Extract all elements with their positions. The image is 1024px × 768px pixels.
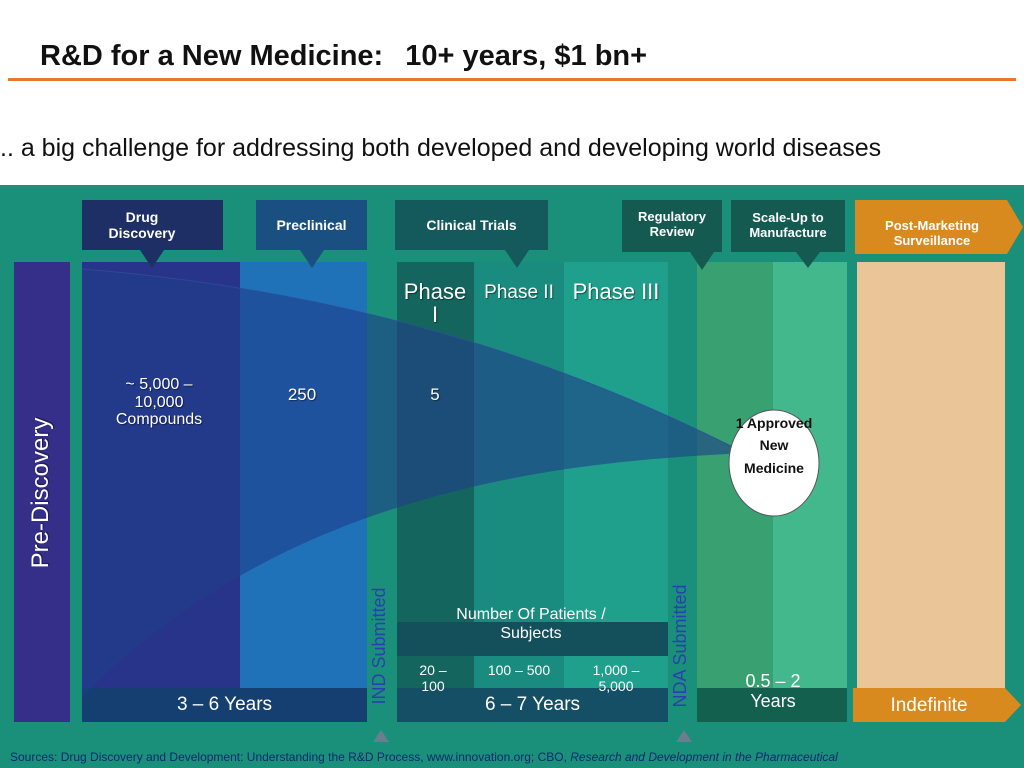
clinical-duration: 6 – 7 Years (484, 694, 581, 715)
phase2-label: Phase II (484, 282, 554, 303)
sources-plain: Sources: Drug Discovery and Development:… (10, 750, 571, 764)
footer-bar (0, 744, 1024, 768)
clinical-trials-header: Clinical Trials (426, 216, 517, 233)
scale-up-header-shape (731, 200, 845, 268)
approved-medicine-label: 1 Approved New Medicine (735, 415, 813, 476)
phase3-label: Phase III (572, 279, 660, 304)
drug-discovery-header-shape (82, 200, 223, 268)
title-part1: R&D for a New Medicine: (40, 40, 384, 72)
nda-marker-icon (676, 730, 692, 742)
patients-label: Number Of Patients / Subjects (456, 606, 606, 643)
phase1-label: Phase I (403, 279, 467, 328)
regulatory-header: Regulatory Review (638, 209, 706, 239)
regulatory-header-shape (622, 200, 722, 270)
clinical-duration-bar (397, 688, 668, 722)
ind-marker-icon (373, 730, 389, 742)
regulatory-duration-bar (697, 688, 847, 722)
preclinical-header: Preclinical (276, 216, 347, 233)
post-duration-arrow (853, 688, 1021, 722)
discovery-duration: 3 – 6 Years (176, 694, 273, 715)
phase3-column (564, 262, 668, 688)
phase3-patients: 1,000 – 5,000 (592, 662, 640, 695)
nda-strip (668, 262, 696, 722)
drug-discovery-header: Drug Discovery (108, 208, 176, 241)
preclinical-header-shape (256, 200, 367, 268)
clinical-trials-header-shape (395, 200, 548, 268)
ind-submitted-label: IND Submitted (369, 587, 389, 705)
regulatory-duration: 0.5 – 2 Years (745, 671, 801, 711)
sources-text: Sources: Drug Discovery and Development:… (10, 750, 838, 764)
pre-discovery-column (14, 262, 70, 722)
post-marketing-header-shape (855, 200, 1023, 254)
post-marketing-column (857, 262, 1005, 688)
preclinical-compounds: 250 (287, 385, 317, 404)
drug-discovery-compounds: ~ 5,000 – 10,000 Compounds (115, 376, 203, 429)
compound-funnel (81, 268, 746, 697)
nda-submitted-label: NDA Submitted (670, 584, 690, 708)
title-part2: 10+ years, $1 bn+ (405, 40, 648, 72)
sources-italic: Research and Development in the Pharmace… (570, 750, 838, 764)
page-title: R&D for a New Medicine: 10+ years, $1 bn+ (40, 40, 647, 73)
post-marketing-header: Post-Marketing Surveillance (885, 218, 979, 248)
patients-label-bar (397, 622, 668, 656)
discovery-duration-bar (82, 688, 367, 722)
subtitle: .. a big challenge for addressing both d… (0, 134, 882, 162)
phase1-compounds: 5 (430, 385, 440, 404)
approved-oval-shape (728, 409, 820, 517)
post-duration: Indefinite (890, 695, 968, 716)
title-rule (8, 78, 1016, 81)
phase1-patients: 20 – 100 (419, 662, 447, 695)
scale-up-header: Scale-Up to Manufacture (749, 210, 827, 240)
phase2-patients: 100 – 500 (487, 662, 551, 678)
